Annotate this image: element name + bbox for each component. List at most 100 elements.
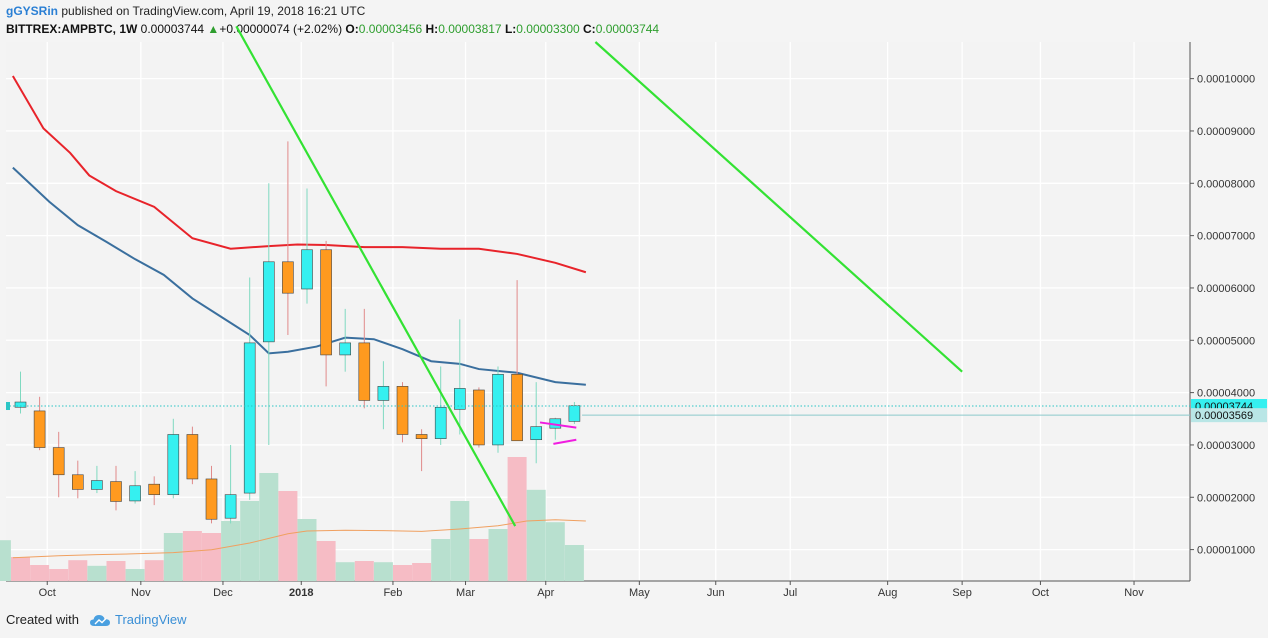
candle-body — [167, 434, 180, 495]
y-tick-label: 0.00004000 — [1197, 388, 1255, 400]
reference-price-label: 0.00003569 — [1195, 410, 1253, 422]
volume-bar — [450, 501, 470, 581]
plot-area — [6, 42, 1190, 581]
up-arrow-icon: ▲ — [207, 22, 220, 36]
y-tick-label: 0.00007000 — [1197, 231, 1255, 243]
volume-bar — [431, 539, 451, 581]
candle-body — [511, 373, 523, 442]
x-tick-label: Jun — [707, 587, 725, 599]
candle-body — [339, 342, 352, 356]
candle-body — [186, 434, 199, 480]
volume-bar — [87, 565, 107, 581]
candle-body — [14, 401, 27, 408]
candle-body — [148, 483, 160, 495]
open-label: O: — [345, 22, 359, 36]
volume-bar — [240, 501, 260, 581]
volume-bar — [125, 569, 145, 581]
y-tick-label: 0.00008000 — [1197, 178, 1255, 190]
candle-body — [492, 373, 504, 446]
author-link[interactable]: gGYSRin — [6, 4, 59, 18]
volume-bar — [488, 529, 508, 581]
y-tick-label: 0.00010000 — [1197, 74, 1255, 86]
volume-bar — [526, 489, 546, 581]
x-tick-label: Apr — [537, 587, 554, 599]
candle-body — [205, 478, 218, 520]
triangle-line — [553, 438, 577, 445]
volume-bar — [373, 562, 393, 581]
y-tick-label: 0.00006000 — [1197, 283, 1255, 295]
y-tick-label: 0.00001000 — [1197, 545, 1255, 557]
candle-body — [282, 261, 294, 294]
low-label: L: — [504, 22, 517, 36]
low-value: 0.00003300 — [516, 22, 580, 36]
x-tick-label: May — [629, 587, 650, 599]
last-price: 0.00003744 — [140, 22, 205, 36]
high-label: H: — [425, 22, 439, 36]
volume-bar — [11, 557, 30, 581]
y-tick-label: 0.00002000 — [1197, 492, 1255, 504]
x-tick-label: Nov — [1124, 587, 1144, 599]
x-tick-label: Sep — [952, 587, 972, 599]
published-text: published on TradingView.com, April 19, … — [61, 4, 366, 18]
close-label: C: — [583, 22, 596, 36]
candle-body — [52, 447, 65, 476]
candle-body — [415, 434, 428, 439]
candle-body — [568, 405, 581, 422]
volume-bar — [335, 562, 355, 581]
volume-bar — [469, 539, 489, 581]
ma-red-line — [11, 75, 587, 274]
volume-ma-line — [12, 519, 586, 559]
candle-body — [33, 410, 46, 448]
candle-body — [110, 481, 122, 502]
trendline — [594, 41, 963, 373]
symbol-info: BITTREX:AMPBTC, 1W 0.00003744 ▲+0.000000… — [6, 22, 659, 36]
volume-bar — [259, 473, 279, 581]
x-tick-label: Mar — [456, 587, 475, 599]
y-tick-label: 0.00005000 — [1197, 335, 1255, 347]
footer: Created with TradingView — [6, 612, 187, 627]
candle-body — [262, 261, 275, 343]
x-tick-label: Nov — [131, 587, 151, 599]
candle-body — [301, 249, 313, 290]
reference-price-tag — [1191, 408, 1267, 423]
tradingview-cloud-icon — [89, 614, 110, 626]
volume-bar — [0, 540, 11, 581]
candle-body — [129, 485, 141, 502]
volume-bar — [278, 491, 298, 581]
candle-body — [224, 494, 237, 519]
candle-body — [434, 406, 447, 439]
volume-bar — [393, 565, 412, 581]
volume-bar — [144, 560, 164, 581]
volume-bar — [49, 569, 69, 581]
volume-bar — [221, 521, 241, 581]
x-tick-label: 2018 — [289, 587, 313, 599]
volume-bar — [297, 519, 317, 581]
x-tick-label: Dec — [213, 587, 233, 599]
x-tick-label: Feb — [383, 587, 402, 599]
tradingview-brand-link[interactable]: TradingView — [114, 612, 187, 627]
volume-bar — [163, 533, 183, 581]
candle-body — [396, 386, 409, 435]
volume-bar — [106, 561, 126, 581]
volume-bar — [202, 533, 221, 581]
triangle-line — [539, 421, 577, 429]
volume-bar — [30, 565, 50, 581]
price-change: +0.00000074 (+2.02%) — [219, 22, 343, 36]
x-tick-label: Oct — [39, 587, 56, 599]
created-with-text: Created with — [6, 612, 79, 627]
ma-blue-line — [12, 166, 586, 386]
volume-bar — [412, 563, 432, 581]
candle-body — [473, 389, 485, 446]
publish-info: gGYSRin published on TradingView.com, Ap… — [6, 4, 365, 18]
candle-body — [358, 342, 371, 401]
volume-bar — [545, 522, 565, 581]
trendline — [235, 25, 517, 527]
candle-body — [377, 386, 390, 401]
volume-bar — [68, 560, 88, 581]
x-tick-label: Aug — [878, 587, 898, 599]
symbol-name: BITTREX:AMPBTC, 1W — [6, 22, 138, 36]
candle-body — [72, 474, 84, 490]
candle-body — [453, 388, 466, 410]
volume-bar — [354, 561, 374, 581]
